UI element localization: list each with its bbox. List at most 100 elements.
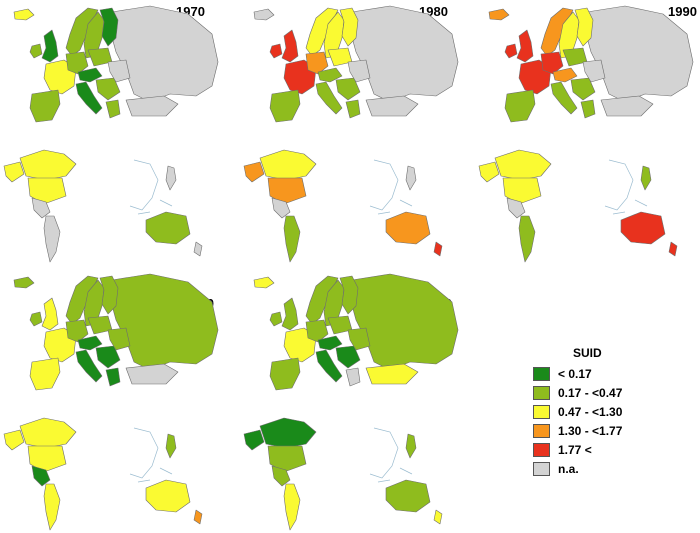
region-uk <box>41 29 59 63</box>
region-turkey <box>125 363 179 385</box>
region-greece <box>580 99 596 119</box>
legend-swatch <box>533 461 550 476</box>
region-germany <box>540 51 564 75</box>
region-eastern <box>347 327 371 351</box>
region-sweden <box>323 279 345 327</box>
region-canada <box>259 417 317 449</box>
region-iceland <box>253 8 275 21</box>
region-norway <box>65 7 99 57</box>
coastline-outline <box>129 427 173 483</box>
region-nz <box>668 241 678 257</box>
region-germany <box>65 51 89 75</box>
region-usa <box>27 177 67 205</box>
region-central <box>317 335 343 351</box>
region-alaska <box>243 161 265 183</box>
region-greece <box>345 99 361 119</box>
region-russia <box>584 5 694 103</box>
region-eastern <box>107 59 131 83</box>
coastline-outline <box>369 427 413 483</box>
region-turkey <box>365 95 419 117</box>
region-balkans <box>95 77 121 101</box>
region-uk <box>281 29 299 63</box>
region-alaska <box>478 161 500 183</box>
region-russia <box>109 5 219 103</box>
region-iberia <box>269 89 301 123</box>
region-sweden <box>83 279 105 327</box>
region-canada <box>19 417 77 449</box>
region-iceland <box>488 8 510 21</box>
legend-label: 1.77 < <box>558 442 592 457</box>
region-italy <box>315 349 343 383</box>
region-turkey <box>600 95 654 117</box>
region-central <box>552 67 578 83</box>
region-eastern <box>347 59 371 83</box>
legend-item: 1.77 < <box>533 440 673 459</box>
choropleth-map <box>478 5 694 263</box>
region-iberia <box>29 357 61 391</box>
region-ireland <box>269 311 283 327</box>
region-australia <box>620 211 666 245</box>
region-balkans <box>335 345 361 369</box>
region-alaska <box>3 429 25 451</box>
region-norway <box>65 275 99 325</box>
region-alaska <box>243 429 265 451</box>
region-mexico <box>31 197 51 219</box>
region-finland <box>99 7 119 47</box>
region-central <box>77 335 103 351</box>
region-australia <box>385 211 431 245</box>
legend-item: < 0.17 <box>533 364 673 383</box>
region-eastern <box>582 59 606 83</box>
region-mexico <box>271 465 291 487</box>
region-iceland <box>13 276 35 289</box>
region-finland <box>339 275 359 315</box>
region-japan <box>165 433 177 459</box>
region-japan <box>165 165 177 191</box>
map-panel-1970: 1970 <box>0 0 225 265</box>
region-nz <box>193 509 203 525</box>
choropleth-map <box>3 273 219 531</box>
region-italy <box>75 81 103 115</box>
legend: SUID < 0.17 0.17 - <0.47 0.47 - <1.30 1.… <box>533 346 673 478</box>
region-latam <box>518 215 536 263</box>
legend-title: SUID <box>573 346 602 360</box>
region-central <box>77 67 103 83</box>
region-turkey <box>125 95 179 117</box>
region-finland <box>574 7 594 47</box>
region-nz <box>193 241 203 257</box>
legend-item: 0.47 - <1.30 <box>533 402 673 421</box>
legend-label: n.a. <box>558 461 579 476</box>
legend-label: 0.47 - <1.30 <box>558 404 623 419</box>
region-greece <box>345 367 361 387</box>
legend-swatch <box>533 423 550 438</box>
region-italy <box>315 81 343 115</box>
region-mexico <box>31 465 51 487</box>
region-ireland <box>269 43 283 59</box>
legend-item: 1.30 - <1.77 <box>533 421 673 440</box>
region-norway <box>540 7 574 57</box>
region-ireland <box>29 43 43 59</box>
region-finland <box>339 7 359 47</box>
region-canada <box>494 149 552 181</box>
legend-label: 0.17 - <0.47 <box>558 385 623 400</box>
region-mexico <box>271 197 291 219</box>
region-australia <box>145 479 191 513</box>
legend-item: n.a. <box>533 459 673 478</box>
region-alaska <box>3 161 25 183</box>
region-russia <box>349 5 459 103</box>
region-greece <box>105 367 121 387</box>
legend-swatch <box>533 404 550 419</box>
region-eastern <box>107 327 131 351</box>
region-usa <box>267 445 307 473</box>
region-ireland <box>29 311 43 327</box>
region-iceland <box>13 8 35 21</box>
region-usa <box>27 445 67 473</box>
legend-swatch <box>533 385 550 400</box>
region-balkans <box>95 345 121 369</box>
region-greece <box>105 99 121 119</box>
coastline-outline <box>129 159 173 215</box>
coastline-outline <box>369 159 413 215</box>
region-mexico <box>506 197 526 219</box>
region-japan <box>640 165 652 191</box>
region-latam <box>43 483 61 531</box>
region-finland <box>99 275 119 315</box>
